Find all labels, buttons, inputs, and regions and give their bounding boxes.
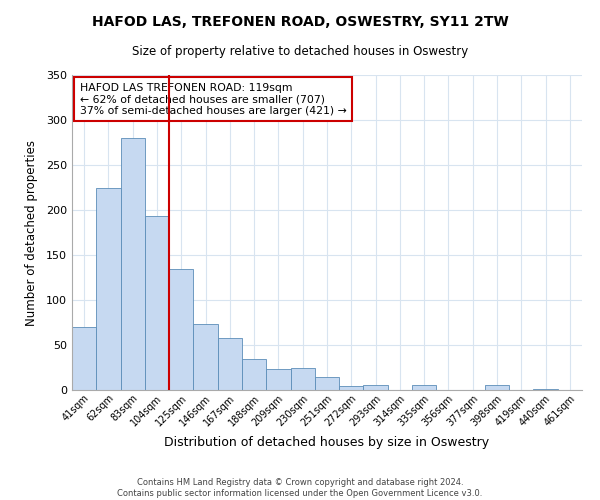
Bar — [315, 376, 339, 390]
Bar — [339, 386, 364, 390]
Bar — [266, 370, 290, 390]
Bar — [169, 268, 193, 390]
Y-axis label: Number of detached properties: Number of detached properties — [25, 140, 38, 326]
Text: Size of property relative to detached houses in Oswestry: Size of property relative to detached ho… — [132, 45, 468, 58]
Bar — [72, 327, 96, 390]
Text: Contains HM Land Registry data © Crown copyright and database right 2024.
Contai: Contains HM Land Registry data © Crown c… — [118, 478, 482, 498]
Bar — [193, 324, 218, 390]
Text: HAFOD LAS TREFONEN ROAD: 119sqm
← 62% of detached houses are smaller (707)
37% o: HAFOD LAS TREFONEN ROAD: 119sqm ← 62% of… — [80, 83, 346, 116]
X-axis label: Distribution of detached houses by size in Oswestry: Distribution of detached houses by size … — [164, 436, 490, 449]
Text: HAFOD LAS, TREFONEN ROAD, OSWESTRY, SY11 2TW: HAFOD LAS, TREFONEN ROAD, OSWESTRY, SY11… — [92, 15, 508, 29]
Bar — [290, 368, 315, 390]
Bar — [218, 338, 242, 390]
Bar — [145, 216, 169, 390]
Bar — [533, 389, 558, 390]
Bar — [121, 138, 145, 390]
Bar — [364, 384, 388, 390]
Bar — [485, 384, 509, 390]
Bar — [412, 384, 436, 390]
Bar — [242, 360, 266, 390]
Bar — [96, 188, 121, 390]
